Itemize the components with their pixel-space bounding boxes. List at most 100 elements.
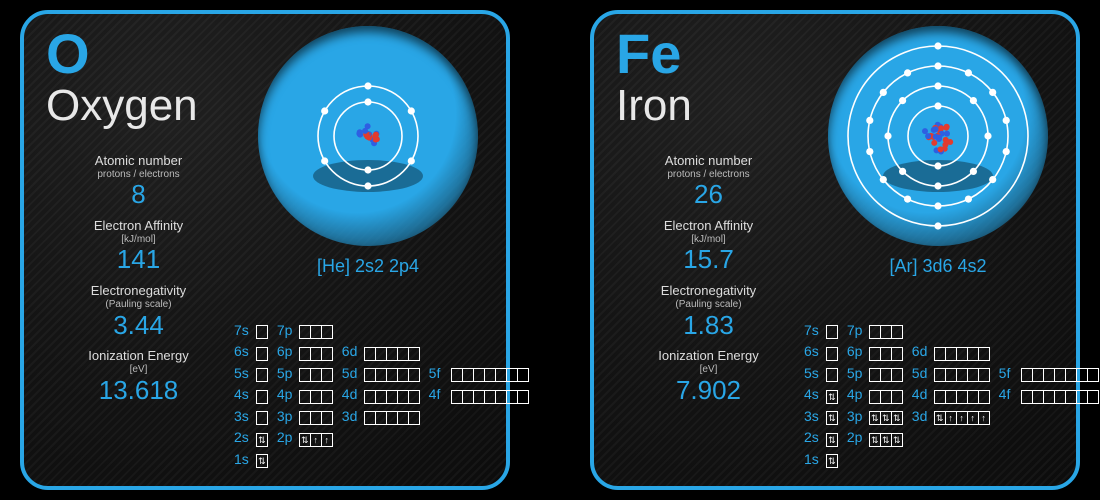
orbital-label: 6p: [277, 341, 295, 361]
orbital-label: 3s: [804, 406, 822, 426]
property-label: Atomic numberprotons / electrons: [616, 154, 801, 180]
orbital-label: 4s: [234, 384, 252, 404]
property-value: 15.7: [616, 245, 801, 274]
orbital-label: 6d: [342, 341, 360, 361]
orbital-row: 4s ⇅4p 4d 4f: [804, 384, 1058, 405]
properties-column: Atomic numberprotons / electrons8Electro…: [46, 154, 231, 414]
orbital-box: ⇅: [826, 454, 838, 468]
orbital-boxes: [299, 364, 332, 384]
orbital-label: 5p: [277, 363, 295, 383]
orbital-row: 2s ⇅2p ⇅↑↑: [234, 427, 488, 448]
orbital-row: 3s 3p 3d: [234, 406, 488, 427]
orbital-box: ⇅: [891, 433, 903, 447]
orbital-label: 6p: [847, 341, 865, 361]
property: Electronegativity(Pauling scale)3.44: [46, 284, 231, 339]
orbital-box: [321, 368, 333, 382]
orbital-label: 7p: [847, 320, 865, 340]
orbital-label: 1s: [234, 449, 252, 469]
orbital-box: [1087, 390, 1099, 404]
orbital-boxes: [869, 364, 902, 384]
orbital-label: 4f: [999, 384, 1017, 404]
orbital-box: [408, 368, 420, 382]
property-label: Electronegativity(Pauling scale): [616, 284, 801, 310]
orbital-box: [256, 347, 268, 361]
orbital-boxes: [256, 321, 267, 341]
property-label-text: Electronegativity: [661, 283, 756, 298]
orbital-box: ↑: [978, 411, 990, 425]
orbital-boxes: [299, 407, 332, 427]
orbital-box: ↑: [321, 433, 333, 447]
property-label: Electronegativity(Pauling scale): [46, 284, 231, 310]
orbital-label: 5d: [912, 363, 930, 383]
property-value: 1.83: [616, 311, 801, 340]
property-value: 13.618: [46, 376, 231, 405]
orbital-label: 6d: [912, 341, 930, 361]
orbital-boxes: ⇅: [256, 450, 267, 470]
orbital-row: 1s ⇅: [234, 449, 488, 470]
orbital-boxes: [299, 385, 332, 405]
property: Ionization Energy[eV]13.618: [46, 349, 231, 404]
orbital-box: ⇅: [256, 454, 268, 468]
property-label: Ionization Energy[eV]: [616, 349, 801, 375]
orbital-boxes: [364, 407, 419, 427]
property-value: 7.902: [616, 376, 801, 405]
orbital-box: ⇅: [256, 433, 268, 447]
property-label-sub: [eV]: [616, 364, 801, 376]
stage: OOxygenAtomic numberprotons / electrons8…: [0, 0, 1100, 500]
orbital-label: 4f: [429, 384, 447, 404]
orbital-boxes: [299, 343, 332, 363]
orbital-box: [826, 325, 838, 339]
orbital-boxes: [826, 364, 837, 384]
orbital-row: 5s 5p 5d 5f: [804, 363, 1058, 384]
orbital-box: [256, 390, 268, 404]
orbital-boxes: ⇅⇅⇅: [869, 428, 902, 448]
orbital-box: [517, 390, 529, 404]
orbital-label: 4d: [342, 384, 360, 404]
orbital-boxes: [451, 364, 528, 384]
orbital-label: 4s: [804, 384, 822, 404]
orbital-boxes: [869, 321, 902, 341]
property: Electron Affinity[kJ/mol]15.7: [616, 219, 801, 274]
orbital-label: 5f: [429, 363, 447, 383]
orbital-boxes: ⇅: [826, 407, 837, 427]
orbital-box: [891, 368, 903, 382]
orbital-label: 3d: [342, 406, 360, 426]
orbital-boxes: [934, 364, 989, 384]
orbital-box: [978, 368, 990, 382]
orbital-row: 7s 7p: [234, 320, 488, 341]
property-label-sub: [eV]: [46, 364, 231, 376]
orbital-boxes: ⇅: [826, 450, 837, 470]
orbital-label: 5p: [847, 363, 865, 383]
property-value: 26: [616, 180, 801, 209]
electron-configuration: [He] 2s2 2p4: [248, 256, 488, 277]
atom-disk: [828, 26, 1048, 246]
orbital-boxes: ⇅: [826, 428, 837, 448]
properties-column: Atomic numberprotons / electrons26 Electr…: [616, 154, 801, 414]
orbital-box: [891, 390, 903, 404]
orbital-box: [256, 368, 268, 382]
orbital-boxes: [256, 343, 267, 363]
element-card: OOxygenAtomic numberprotons / electrons8…: [20, 10, 510, 490]
orbital-boxes: [256, 407, 267, 427]
orbital-row: 5s 5p 5d 5f: [234, 363, 488, 384]
property-label-text: Ionization Energy: [658, 348, 758, 363]
orbital-boxes: ⇅⇅⇅: [869, 407, 902, 427]
orbital-boxes: ⇅↑↑: [299, 428, 332, 448]
orbital-boxes: [256, 364, 267, 384]
orbital-boxes: ⇅: [826, 385, 837, 405]
orbital-label: 5s: [234, 363, 252, 383]
orbital-boxes: ⇅: [256, 428, 267, 448]
orbital-boxes: [364, 364, 419, 384]
orbital-row: 2s ⇅2p ⇅⇅⇅: [804, 427, 1058, 448]
orbital-box: [978, 347, 990, 361]
orbital-row: 3s ⇅3p ⇅⇅⇅3d ⇅↑↑↑↑: [804, 406, 1058, 427]
orbital-boxes: [934, 385, 989, 405]
orbital-label: 2s: [804, 427, 822, 447]
orbital-label: 3p: [847, 406, 865, 426]
property-label: Electron Affinity[kJ/mol]: [616, 219, 801, 245]
orbital-row: 6s 6p 6d: [804, 341, 1058, 362]
orbital-boxes: [869, 343, 902, 363]
property-value: 141: [46, 245, 231, 274]
orbital-boxes: [826, 343, 837, 363]
orbital-boxes: [256, 385, 267, 405]
